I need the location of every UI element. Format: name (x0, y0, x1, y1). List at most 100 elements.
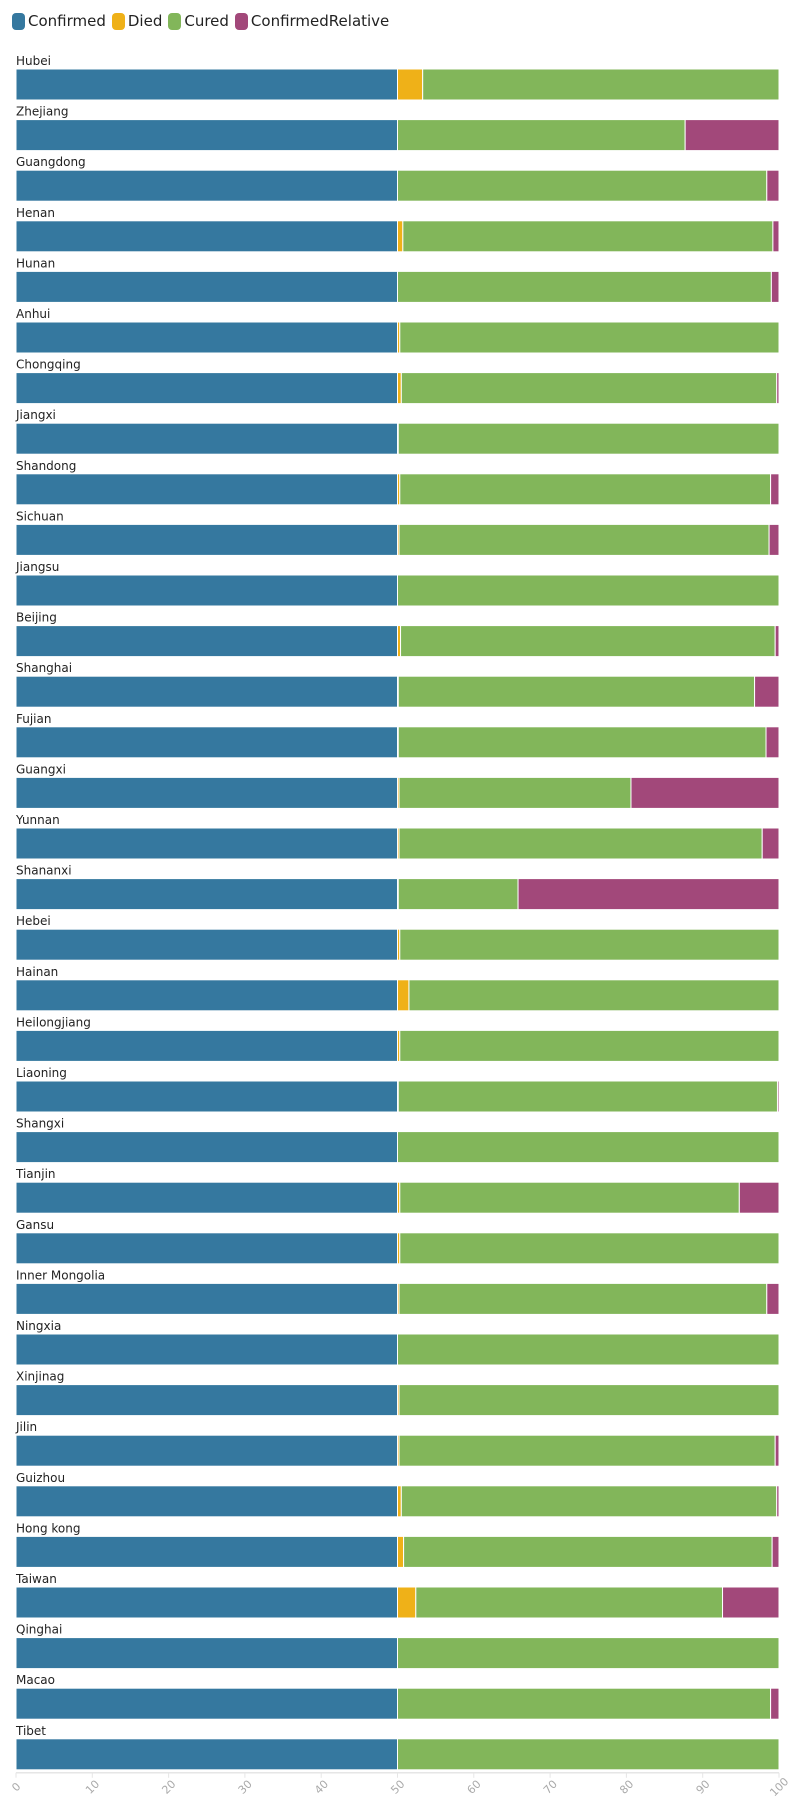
bar-segment-confirmedrelative (517, 878, 780, 911)
legend-label: Died (127, 12, 163, 30)
bar-segment-confirmed (15, 1637, 398, 1670)
bar-segment-died (397, 372, 402, 405)
x-tick-label: 20 (159, 1778, 178, 1797)
category-label: Hunan (16, 256, 55, 270)
bar-segment-died (397, 1586, 417, 1619)
category-label: Yunnan (15, 813, 60, 827)
bar-segment-cured (398, 523, 770, 556)
bar-segment-cured (397, 675, 756, 708)
bar-segment-confirmed (15, 422, 398, 455)
bar-segment-confirmed (15, 1282, 398, 1315)
bar-segment-confirmed (15, 675, 398, 708)
x-tick-label: 100 (767, 1775, 791, 1799)
category-label: Jiangxi (15, 408, 56, 422)
bar-segment-cured (398, 776, 632, 809)
bar-segment-confirmedrelative (772, 220, 780, 253)
x-tick-label: 50 (388, 1778, 407, 1797)
bar-segment-confirmed (15, 473, 398, 506)
bar-segment-confirmed (15, 1384, 398, 1417)
legend-swatch (111, 12, 125, 30)
bar-segment-confirmed (15, 1080, 398, 1113)
bar-segment-confirmedrelative (765, 726, 780, 759)
bar-segment-confirmedrelative (770, 473, 780, 506)
category-label: Ningxia (16, 1319, 61, 1333)
category-label: Guangxi (16, 762, 66, 776)
bar-segment-cured (399, 1232, 780, 1265)
bar-segment-cured (397, 878, 519, 911)
category-label: Jilin (15, 1420, 37, 1434)
bar-segment-cured (398, 1282, 768, 1315)
bar-segment-confirmed (15, 220, 398, 253)
bar-segment-cured (399, 321, 780, 354)
bar-segment-confirmed (15, 928, 398, 961)
legend-swatch (168, 12, 182, 30)
category-label: Qinghai (16, 1623, 62, 1637)
bar-segment-confirmedrelative (774, 625, 780, 658)
bar-segment-cured (397, 1637, 780, 1670)
bar-segment-confirmedrelative (738, 1181, 780, 1214)
bar-segment-confirmed (15, 119, 398, 152)
bar-segment-confirmed (15, 827, 398, 860)
bar-segment-confirmedrelative (722, 1586, 780, 1619)
bar-segment-confirmedrelative (776, 372, 780, 405)
bar-segment-cured (403, 1535, 773, 1568)
legend-label: Cured (184, 12, 229, 30)
bar-segment-confirmedrelative (768, 523, 780, 556)
bar-segment-cured (398, 1384, 780, 1417)
legend-item: Died (111, 12, 163, 30)
category-label: Xinjinag (16, 1370, 64, 1384)
legend-item: ConfirmedRelative (234, 12, 389, 30)
category-label: Tianjin (15, 1167, 56, 1181)
bar-segment-confirmedrelative (776, 1080, 780, 1113)
bar-segment-confirmed (15, 372, 398, 405)
bar-segment-confirmed (15, 1181, 398, 1214)
category-label: Henan (16, 206, 55, 220)
bar-segment-cured (397, 422, 780, 455)
bar-segment-confirmed (15, 270, 398, 303)
legend-label: Confirmed (28, 12, 106, 30)
bar-segment-confirmed (15, 1333, 398, 1366)
bar-segment-confirmed (15, 574, 398, 607)
bar-segment-confirmed (15, 169, 398, 202)
category-label: Shananxi (16, 864, 72, 878)
bar-segment-cured (397, 574, 780, 607)
bar-segment-died (397, 220, 404, 253)
legend-item: Cured (168, 12, 229, 30)
bar-segment-confirmed (15, 726, 398, 759)
bar-segment-cured (400, 625, 776, 658)
bar-segment-died (397, 979, 410, 1012)
bar-segment-confirmedrelative (766, 1282, 780, 1315)
category-label: Sichuan (16, 509, 64, 523)
bar-segment-confirmed (15, 625, 398, 658)
category-label: Taiwan (15, 1572, 57, 1586)
bar-segment-died (397, 1535, 405, 1568)
category-label: Shangxi (16, 1117, 64, 1131)
category-label: Liaoning (16, 1066, 67, 1080)
legend-swatch (12, 12, 25, 30)
bar-segment-cured (398, 827, 763, 860)
bar-segment-cured (397, 169, 768, 202)
bar-segment-confirmed (15, 321, 398, 354)
x-tick-label: 80 (617, 1778, 636, 1797)
category-label: Fujian (16, 712, 51, 726)
legend-swatch (234, 12, 248, 30)
bar-segment-cured (397, 270, 772, 303)
bar-segment-confirmed (15, 1738, 398, 1771)
category-label: Beijing (16, 611, 57, 625)
bar-segment-cured (422, 68, 780, 101)
bar-segment-confirmedrelative (770, 270, 780, 303)
bar-segment-cured (399, 1181, 740, 1214)
bar-segment-cured (408, 979, 780, 1012)
category-label: Chongqing (16, 358, 81, 372)
bar-segment-confirmedrelative (630, 776, 780, 809)
category-label: Hainan (16, 965, 58, 979)
bar-segment-cured (398, 1434, 776, 1467)
bar-segment-confirmed (15, 1029, 398, 1062)
category-label: Hubei (16, 54, 51, 68)
bar-segment-cured (397, 1131, 780, 1164)
bar-segment-confirmed (15, 68, 398, 101)
bar-segment-confirmed (15, 1586, 398, 1619)
category-label: Guizhou (16, 1471, 65, 1485)
bar-segment-cured (399, 928, 780, 961)
bar-segment-confirmedrelative (766, 169, 780, 202)
